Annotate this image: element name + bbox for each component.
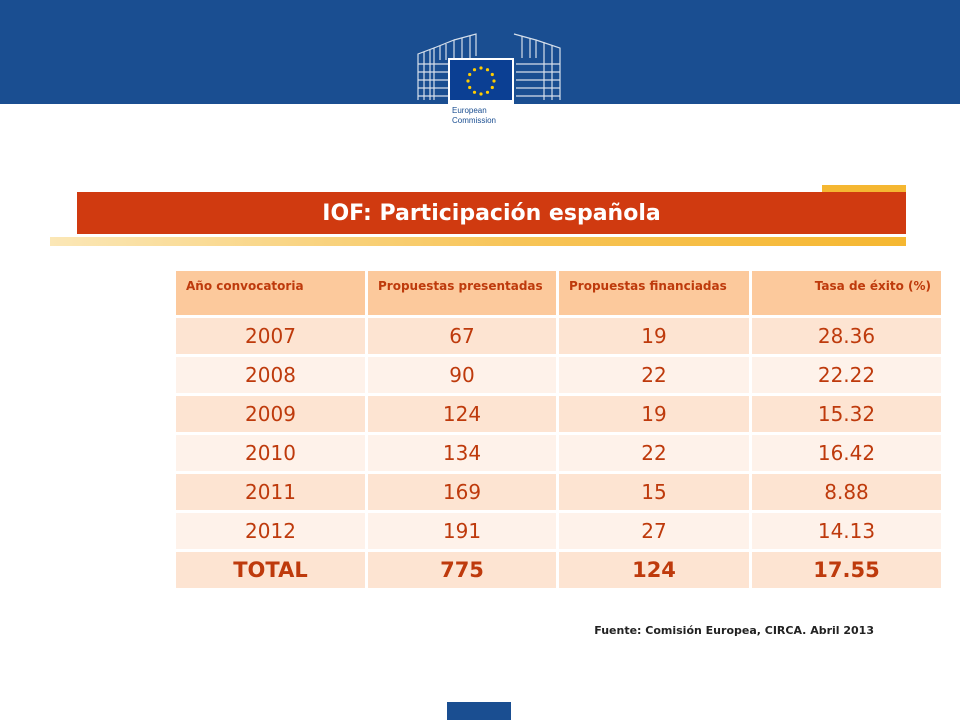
table-total-row: TOTAL 775 124 17.55 [176, 552, 941, 588]
cell-submitted: 90 [368, 357, 556, 393]
table-row: 2007 67 19 28.36 [176, 318, 941, 354]
column-header-year: Año convocatoria [176, 271, 365, 315]
cell-submitted: 134 [368, 435, 556, 471]
participation-table: Año convocatoria Propuestas presentadas … [173, 268, 944, 591]
cell-success-rate: 14.13 [752, 513, 941, 549]
cell-funded: 22 [559, 357, 749, 393]
title-underline [50, 237, 906, 246]
footer-flag-block [447, 702, 511, 720]
cell-year: 2008 [176, 357, 365, 393]
svg-text:Commission: Commission [452, 116, 496, 125]
berlaymont-building-icon [417, 33, 561, 100]
cell-total-submitted: 775 [368, 552, 556, 588]
cell-success-rate: 15.32 [752, 396, 941, 432]
cell-submitted: 124 [368, 396, 556, 432]
cell-submitted: 191 [368, 513, 556, 549]
cell-total-funded: 124 [559, 552, 749, 588]
cell-year: 2010 [176, 435, 365, 471]
cell-year: 2009 [176, 396, 365, 432]
cell-total-label: TOTAL [176, 552, 365, 588]
cell-total-success-rate: 17.55 [752, 552, 941, 588]
table-row: 2011 169 15 8.88 [176, 474, 941, 510]
cell-success-rate: 22.22 [752, 357, 941, 393]
cell-year: 2012 [176, 513, 365, 549]
table-header-row: Año convocatoria Propuestas presentadas … [176, 271, 941, 315]
cell-year: 2011 [176, 474, 365, 510]
cell-funded: 22 [559, 435, 749, 471]
cell-funded: 19 [559, 396, 749, 432]
cell-success-rate: 28.36 [752, 318, 941, 354]
cell-funded: 15 [559, 474, 749, 510]
column-header-success-rate: Tasa de éxito (%) [752, 271, 941, 315]
cell-success-rate: 8.88 [752, 474, 941, 510]
table-row: 2012 191 27 14.13 [176, 513, 941, 549]
page-title: IOF: Participación española [77, 192, 906, 234]
table-row: 2008 90 22 22.22 [176, 357, 941, 393]
table-row: 2010 134 22 16.42 [176, 435, 941, 471]
cell-funded: 19 [559, 318, 749, 354]
cell-submitted: 67 [368, 318, 556, 354]
cell-success-rate: 16.42 [752, 435, 941, 471]
title-accent-bar [822, 185, 906, 192]
cell-submitted: 169 [368, 474, 556, 510]
table-row: 2009 124 19 15.32 [176, 396, 941, 432]
svg-text:European: European [452, 106, 487, 115]
column-header-submitted: Propuestas presentadas [368, 271, 556, 315]
cell-year: 2007 [176, 318, 365, 354]
cell-funded: 27 [559, 513, 749, 549]
european-commission-logo: European Commission [417, 33, 561, 134]
source-note: Fuente: Comisión Europea, CIRCA. Abril 2… [594, 624, 874, 637]
column-header-funded: Propuestas financiadas [559, 271, 749, 315]
